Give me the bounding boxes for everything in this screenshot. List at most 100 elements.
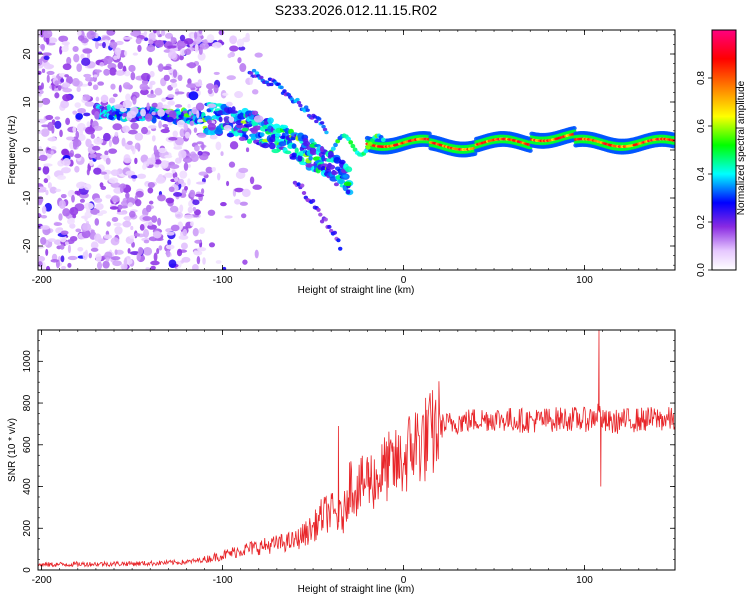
x-tick-label: -200 xyxy=(32,575,52,586)
noise-speckle xyxy=(115,40,124,46)
noise-speckle xyxy=(171,169,176,174)
noise-speckle xyxy=(152,30,157,34)
noise-speckle xyxy=(61,167,71,174)
noise-speckle xyxy=(62,87,73,93)
noise-speckle xyxy=(114,104,124,110)
noise-speckle xyxy=(62,63,72,71)
noise-speckle xyxy=(188,91,199,101)
noise-speckle xyxy=(109,41,118,49)
noise-speckle xyxy=(148,221,153,226)
noise-speckle xyxy=(166,231,175,236)
doppler-tail xyxy=(310,198,316,203)
noise-speckle xyxy=(95,40,99,50)
carrier-halo xyxy=(671,143,675,149)
noise-speckle xyxy=(75,130,80,139)
doppler-tail xyxy=(338,246,343,251)
noise-speckle xyxy=(254,249,259,259)
noise-speckle xyxy=(40,236,47,245)
noise-speckle xyxy=(93,167,102,175)
noise-speckle xyxy=(220,201,227,207)
noise-speckle xyxy=(100,185,107,190)
noise-speckle xyxy=(201,142,205,151)
noise-speckle xyxy=(167,45,177,49)
noise-speckle xyxy=(245,147,250,153)
noise-speckle xyxy=(110,182,121,188)
noise-speckle xyxy=(128,64,136,73)
noise-speckle xyxy=(200,188,205,195)
noise-speckle xyxy=(149,70,155,78)
noise-speckle xyxy=(158,245,163,251)
noise-speckle xyxy=(241,213,247,219)
colorbar-ticks: 0.0 0.2 0.4 0.6 0.8 xyxy=(696,71,712,277)
noise-speckle xyxy=(76,86,81,93)
noise-speckle xyxy=(96,212,104,216)
noise-speckle xyxy=(179,204,184,213)
noise-speckle xyxy=(69,206,79,216)
noise-speckle xyxy=(135,190,144,198)
noise-speckle xyxy=(153,145,158,154)
noise-speckle xyxy=(145,267,151,270)
noise-speckle xyxy=(192,227,199,237)
doppler-branch-lower xyxy=(345,189,351,195)
noise-speckle xyxy=(169,164,180,170)
noise-speckle xyxy=(49,186,58,194)
carrier-onset xyxy=(365,145,371,150)
doppler-branch-lower xyxy=(279,135,286,140)
noise-speckle xyxy=(165,116,174,123)
noise-speckle xyxy=(104,150,109,156)
noise-speckle xyxy=(45,36,50,45)
noise-speckle xyxy=(60,230,69,236)
noise-speckle xyxy=(93,74,98,78)
noise-speckle xyxy=(91,145,101,151)
noise-speckle xyxy=(60,100,70,109)
noise-speckle xyxy=(82,223,92,231)
noise-speckle xyxy=(225,101,233,107)
y-tick-label: 600 xyxy=(22,436,33,453)
noise-speckle xyxy=(227,53,232,59)
doppler-branch-upper xyxy=(251,68,257,73)
carrier-onset xyxy=(346,136,351,142)
doppler-branch-lower xyxy=(267,117,274,124)
noise-speckle xyxy=(55,188,62,192)
noise-speckle xyxy=(167,94,175,99)
noise-speckle xyxy=(211,166,217,172)
noise-speckle xyxy=(194,43,199,53)
noise-speckle xyxy=(147,187,154,194)
noise-speckle xyxy=(38,118,46,124)
noise-speckle xyxy=(61,265,67,270)
y-tick-label: 20 xyxy=(22,48,33,60)
noise-speckle xyxy=(192,264,199,270)
doppler-branch-upper xyxy=(248,71,254,75)
doppler-branch-upper xyxy=(324,130,329,135)
noise-speckle xyxy=(238,46,246,51)
doppler-branch-lower xyxy=(308,155,313,161)
noise-speckle xyxy=(207,88,213,95)
noise-speckle xyxy=(150,265,156,270)
doppler-branch-lower xyxy=(297,154,303,162)
noise-speckle xyxy=(103,68,111,76)
noise-speckle xyxy=(72,110,78,115)
noise-speckle xyxy=(79,130,84,136)
noise-speckle xyxy=(74,153,82,159)
doppler-branch-lower xyxy=(299,161,308,166)
doppler-tail xyxy=(318,212,323,217)
noise-speckle xyxy=(67,244,72,254)
noise-speckle xyxy=(174,91,185,95)
doppler-tail xyxy=(327,224,332,229)
noise-speckle xyxy=(95,203,104,210)
noise-speckle xyxy=(65,117,71,126)
noise-speckle xyxy=(61,45,69,53)
noise-speckle xyxy=(164,172,174,178)
noise-speckle xyxy=(66,218,75,225)
noise-speckle xyxy=(45,248,49,256)
noise-speckle xyxy=(131,174,138,179)
noise-speckle xyxy=(42,30,53,39)
noise-speckle xyxy=(134,142,141,150)
doppler-branch-lower xyxy=(343,181,352,187)
noise-speckle xyxy=(109,67,117,76)
noise-speckle xyxy=(182,157,193,163)
noise-speckle xyxy=(168,186,175,193)
noise-speckle xyxy=(45,265,51,270)
noise-speckle xyxy=(142,164,147,170)
noise-speckle xyxy=(113,55,118,61)
